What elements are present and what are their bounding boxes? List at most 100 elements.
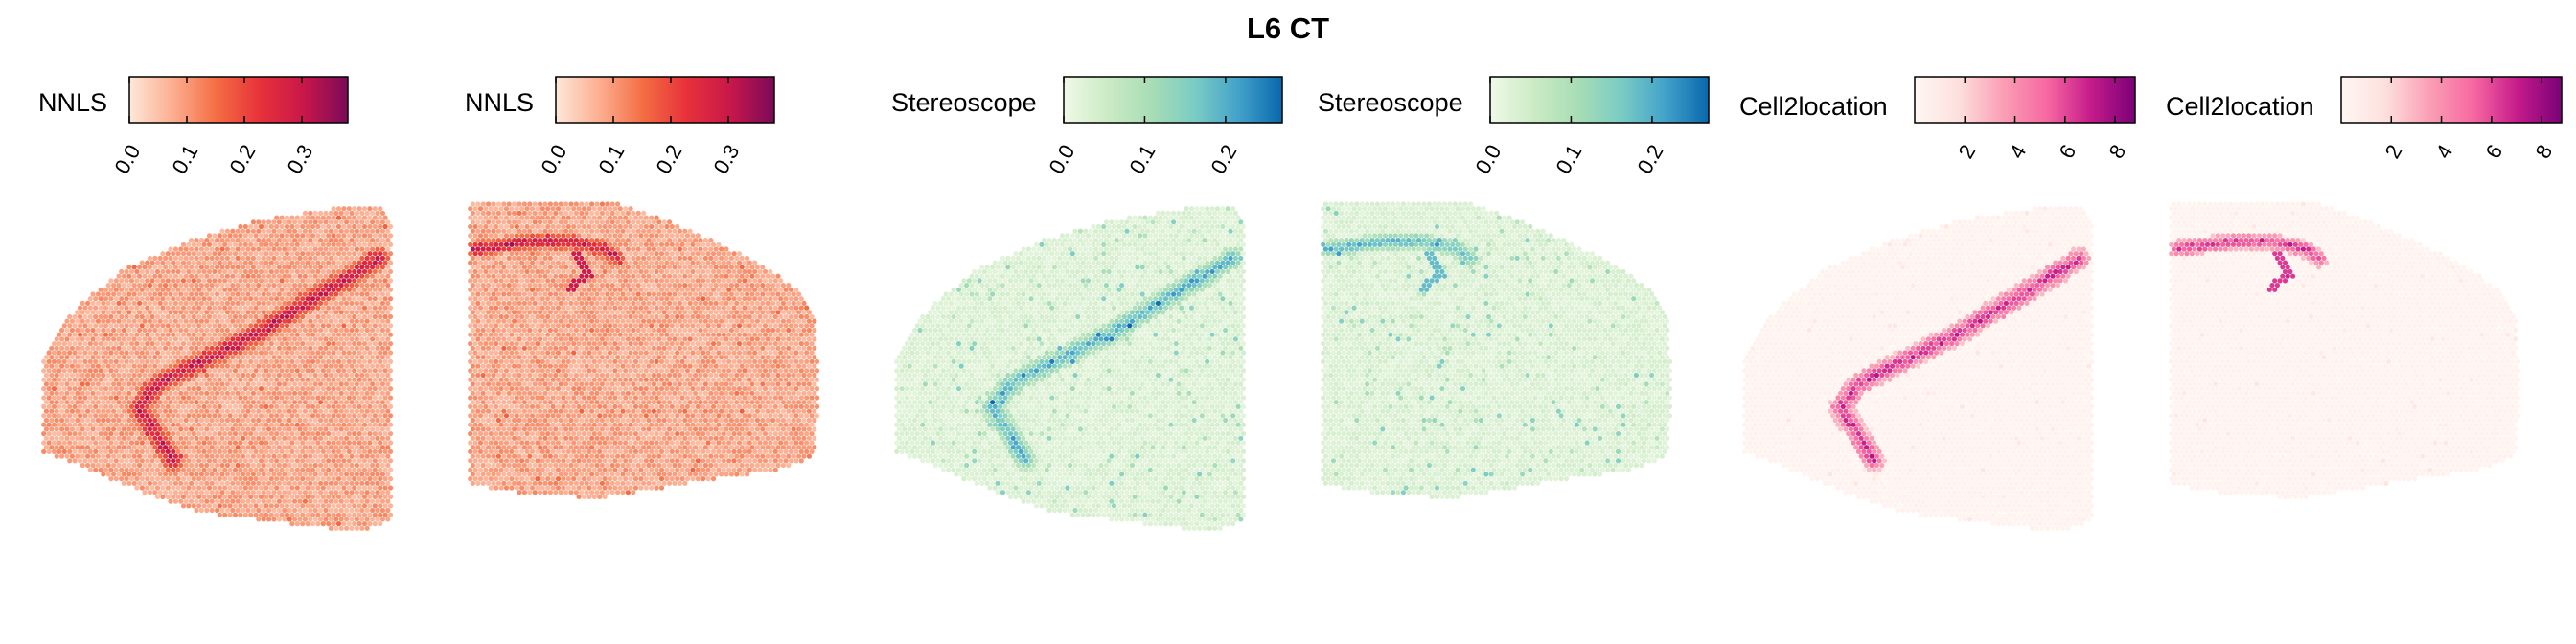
spot <box>550 278 556 284</box>
spot <box>212 413 218 419</box>
spot <box>183 480 189 486</box>
spot <box>512 246 518 252</box>
spot <box>654 268 659 275</box>
spot <box>175 251 181 257</box>
spot <box>194 273 199 279</box>
spot <box>131 310 137 315</box>
spot <box>191 386 196 392</box>
spot <box>346 206 352 212</box>
spot <box>274 494 280 499</box>
spot <box>253 386 259 392</box>
spot <box>514 287 519 292</box>
spot <box>93 350 99 356</box>
spot <box>326 377 332 382</box>
spot <box>294 377 300 382</box>
spot <box>318 472 324 477</box>
spot <box>157 255 163 261</box>
spot <box>209 498 215 504</box>
spot <box>69 381 75 387</box>
spot <box>573 291 579 297</box>
spot <box>217 386 222 392</box>
spot <box>165 350 171 356</box>
spot <box>150 448 155 454</box>
spot <box>61 332 67 337</box>
spot <box>524 233 530 239</box>
spot <box>284 467 290 472</box>
panel-nnls-section-1: NNLS 0.0 0.1 0.2 0.3 <box>38 58 441 632</box>
spot <box>131 345 137 351</box>
spot <box>72 413 78 419</box>
spot <box>491 238 496 243</box>
spot <box>51 386 58 392</box>
spot <box>224 300 230 306</box>
spot <box>108 458 114 464</box>
spot <box>154 458 161 464</box>
spot <box>315 448 321 454</box>
spot <box>152 273 158 279</box>
spot <box>87 377 93 382</box>
spot <box>486 246 492 252</box>
spot <box>517 219 522 225</box>
spot <box>702 246 708 252</box>
spot <box>294 395 300 401</box>
spot <box>157 426 163 432</box>
spot <box>77 413 83 419</box>
spot <box>165 268 171 275</box>
spot <box>470 246 475 252</box>
spot <box>165 485 171 491</box>
spot <box>98 350 104 356</box>
spot <box>292 445 298 450</box>
spot <box>194 381 199 387</box>
spot <box>206 268 213 275</box>
spot <box>521 219 527 225</box>
spot <box>85 400 91 405</box>
spot <box>54 381 59 387</box>
spot <box>367 368 373 374</box>
spot <box>204 381 210 387</box>
spot <box>519 296 525 302</box>
spot <box>726 287 732 292</box>
spot <box>721 287 726 292</box>
spot <box>672 228 678 234</box>
spot <box>72 403 78 409</box>
spot <box>667 273 673 279</box>
spot <box>154 494 161 499</box>
spot <box>147 255 152 261</box>
spot <box>160 476 166 482</box>
spot <box>361 413 368 419</box>
spot <box>677 238 682 243</box>
spot <box>380 345 385 351</box>
spot <box>612 287 618 292</box>
spot <box>245 453 251 459</box>
spot <box>334 490 339 495</box>
spot <box>527 228 533 234</box>
spot <box>264 377 269 382</box>
spot <box>576 223 582 230</box>
spot <box>198 318 204 324</box>
spot <box>468 278 473 284</box>
spot <box>219 283 225 288</box>
spot <box>632 223 639 230</box>
spot <box>308 291 313 297</box>
spot <box>292 255 298 261</box>
spot <box>568 210 574 216</box>
spot <box>131 426 137 432</box>
spot <box>212 358 218 364</box>
spot <box>716 242 722 247</box>
spot <box>385 273 391 279</box>
spot <box>250 345 256 351</box>
spot <box>498 260 504 265</box>
spot <box>341 313 347 320</box>
spot <box>334 426 339 432</box>
spot <box>282 300 288 306</box>
spot <box>261 426 266 432</box>
spot <box>468 223 473 230</box>
spot <box>571 268 577 275</box>
spot <box>206 422 213 427</box>
spot <box>147 363 152 369</box>
spot <box>372 467 378 472</box>
spot <box>352 503 357 509</box>
spot <box>172 283 178 288</box>
spot <box>514 206 519 212</box>
spot <box>524 223 530 230</box>
